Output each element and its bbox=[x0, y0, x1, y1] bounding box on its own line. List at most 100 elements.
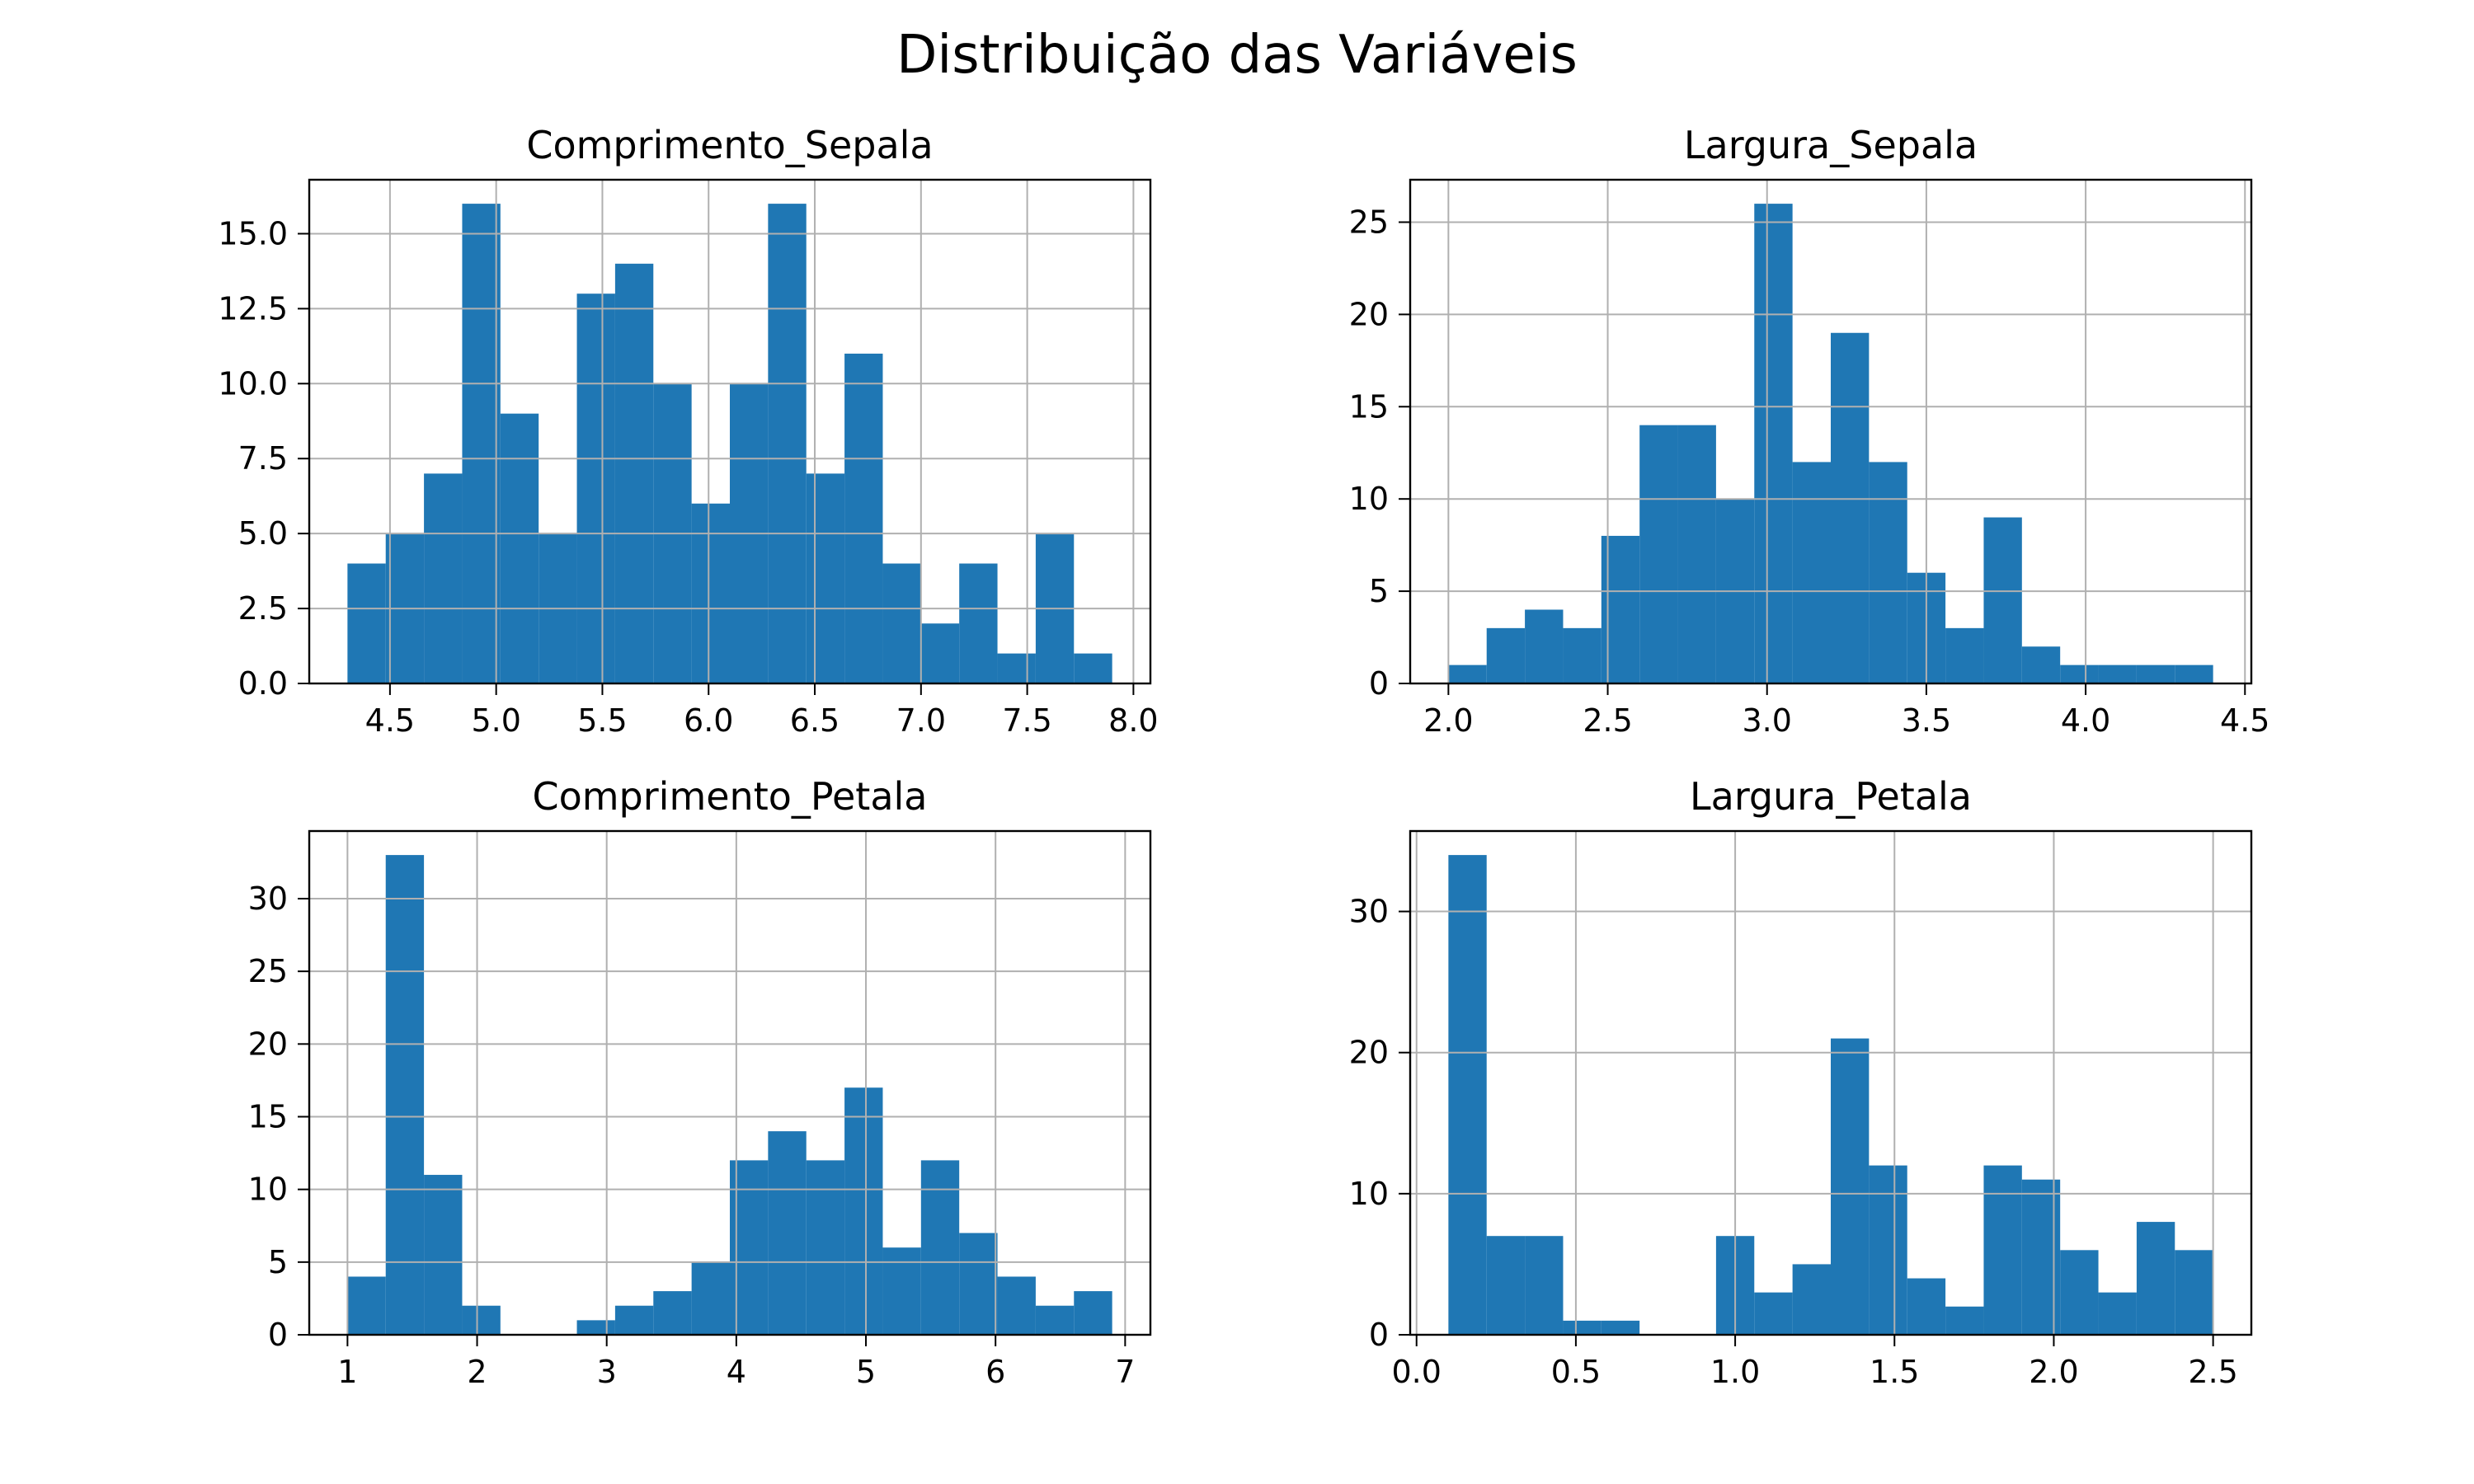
x-tick-label: 3 bbox=[597, 1354, 617, 1390]
histogram-bar bbox=[1525, 1236, 1564, 1335]
x-tick-label: 6.5 bbox=[790, 702, 840, 739]
histogram-bar bbox=[1563, 1320, 1602, 1335]
y-tick-label: 10.0 bbox=[218, 365, 288, 402]
histogram-bar bbox=[2175, 1250, 2213, 1335]
x-tick-label: 2.0 bbox=[2029, 1354, 2078, 1390]
histogram-bar bbox=[614, 1305, 654, 1335]
x-tick-label: 7 bbox=[1115, 1354, 1135, 1390]
histogram-bar bbox=[806, 473, 845, 683]
subplot-title: Comprimento_Petala bbox=[532, 774, 927, 819]
histogram-bar bbox=[2060, 1250, 2099, 1335]
histogram-bar bbox=[2175, 665, 2213, 683]
x-tick-label: 7.0 bbox=[896, 702, 946, 739]
histogram-bar bbox=[1448, 855, 1487, 1335]
y-axis: 0 5 10 15 20 25 bbox=[1349, 204, 1410, 702]
histogram-bar bbox=[424, 473, 463, 683]
figure-title: Distribuição das Variáveis bbox=[896, 25, 1578, 86]
y-tick-label: 25 bbox=[1349, 204, 1389, 240]
x-tick-label: 6.0 bbox=[684, 702, 733, 739]
y-tick-label: 20 bbox=[1349, 296, 1389, 332]
x-tick-label: 4 bbox=[727, 1354, 746, 1390]
histogram-bar bbox=[768, 204, 807, 684]
y-tick-label: 0 bbox=[268, 1317, 288, 1353]
histogram-bar bbox=[2060, 665, 2099, 683]
histogram-bar bbox=[920, 623, 960, 683]
histogram-bar bbox=[1486, 627, 1526, 683]
histogram-bar bbox=[576, 294, 615, 683]
x-tick-label: 4.0 bbox=[2061, 702, 2110, 739]
x-tick-label: 2.5 bbox=[2188, 1354, 2237, 1390]
x-tick-label: 4.5 bbox=[365, 702, 415, 739]
histogram-bar bbox=[1945, 627, 1984, 683]
histogram-bar bbox=[691, 503, 730, 683]
y-axis: 0.0 2.5 5.0 7.5 10.0 12.5 15.0 bbox=[218, 215, 309, 702]
x-tick-label: 0.5 bbox=[1551, 1354, 1601, 1390]
y-tick-label: 30 bbox=[1349, 894, 1389, 930]
x-axis: 0.0 0.5 1.0 1.5 2.0 2.5 bbox=[1392, 1335, 2238, 1390]
x-axis: 1 2 3 4 5 6 7 bbox=[337, 1335, 1135, 1390]
histogram-bar bbox=[1677, 425, 1716, 683]
y-axis: 0 5 10 15 20 25 30 bbox=[248, 881, 309, 1353]
histogram-bar bbox=[347, 563, 386, 683]
y-tick-label: 5 bbox=[268, 1244, 288, 1280]
x-tick-label: 2 bbox=[467, 1354, 487, 1390]
histogram-bar bbox=[1945, 1306, 1984, 1335]
subplot-4: 0.0 0.5 1.0 1.5 2.0 2.5 0 10 20 30 Largura_Petala bbox=[1349, 774, 2253, 1390]
histogram-bar bbox=[2098, 1292, 2137, 1335]
x-tick-label: 1.0 bbox=[1710, 1354, 1760, 1390]
histogram-bar bbox=[1983, 517, 2022, 683]
histogram-bar bbox=[1074, 653, 1112, 683]
x-tick-label: 1.5 bbox=[1870, 1354, 1919, 1390]
x-tick-label: 2.0 bbox=[1423, 702, 1473, 739]
axes-frame bbox=[1409, 178, 2253, 685]
subplot-1: 4.5 5.0 5.5 6.0 6.5 7.0 7.5 8.0 0.0 2.5 5.0 7.5 10.0… bbox=[218, 123, 1158, 739]
histogram-bar bbox=[1639, 425, 1678, 683]
histogram-bar bbox=[1035, 1305, 1075, 1335]
subplot-3: 1 2 3 4 5 6 7 0 5 10 15 20 25 30 Comprimento_Petala bbox=[248, 774, 1152, 1390]
histogram-bar bbox=[2136, 1222, 2175, 1335]
y-tick-label: 15.0 bbox=[218, 215, 288, 251]
bars bbox=[1448, 204, 2213, 684]
histogram-bar bbox=[844, 1087, 883, 1335]
histogram-bar bbox=[1869, 462, 1907, 683]
histogram-bar bbox=[424, 1175, 463, 1335]
histogram-bar bbox=[1754, 204, 1793, 684]
histogram-bar bbox=[997, 1276, 1036, 1335]
histogram-bar bbox=[1563, 627, 1602, 683]
histogram-bar bbox=[1601, 1320, 1640, 1335]
histogram-bar bbox=[614, 263, 654, 683]
x-tick-label: 5 bbox=[856, 1354, 876, 1390]
y-tick-label: 0 bbox=[1369, 1317, 1389, 1353]
y-tick-label: 25 bbox=[248, 953, 288, 989]
x-axis: 4.5 5.0 5.5 6.0 6.5 7.0 7.5 8.0 bbox=[365, 683, 1159, 739]
histogram-bar bbox=[653, 1291, 692, 1335]
histogram-bar bbox=[1831, 1038, 1870, 1335]
x-tick-label: 8.0 bbox=[1108, 702, 1158, 739]
x-tick-label: 5.5 bbox=[577, 702, 627, 739]
histogram-bar bbox=[1754, 1292, 1793, 1335]
bars bbox=[1448, 855, 2213, 1335]
histogram-bar bbox=[882, 1247, 921, 1335]
y-tick-label: 15 bbox=[1349, 388, 1389, 425]
y-tick-label: 12.5 bbox=[218, 290, 288, 326]
histogram-bar bbox=[1074, 1291, 1112, 1335]
axes-frame bbox=[1409, 829, 2253, 1336]
histogram-bar bbox=[1869, 1165, 1907, 1335]
histogram-bar bbox=[576, 1320, 615, 1335]
y-tick-label: 10 bbox=[1349, 481, 1389, 517]
x-axis: 2.0 2.5 3.0 3.5 4.0 4.5 bbox=[1423, 683, 2269, 739]
subplot-title: Largura_Petala bbox=[1690, 774, 1972, 819]
subplot-title: Comprimento_Sepala bbox=[526, 123, 933, 167]
histogram-bar bbox=[1525, 609, 1564, 683]
axes-frame bbox=[308, 829, 1152, 1336]
bars bbox=[347, 204, 1112, 684]
subplot-title: Largura_Sepala bbox=[1684, 123, 1978, 167]
y-axis: 0 10 20 30 bbox=[1349, 894, 1410, 1353]
x-tick-label: 3.0 bbox=[1743, 702, 1792, 739]
histogram-bar bbox=[500, 413, 539, 683]
y-tick-label: 10 bbox=[248, 1172, 288, 1208]
axes-frame bbox=[308, 178, 1152, 685]
histogram-bar bbox=[2021, 646, 2061, 683]
histogram-bar bbox=[768, 1131, 807, 1335]
histogram-bar bbox=[1486, 1236, 1526, 1335]
